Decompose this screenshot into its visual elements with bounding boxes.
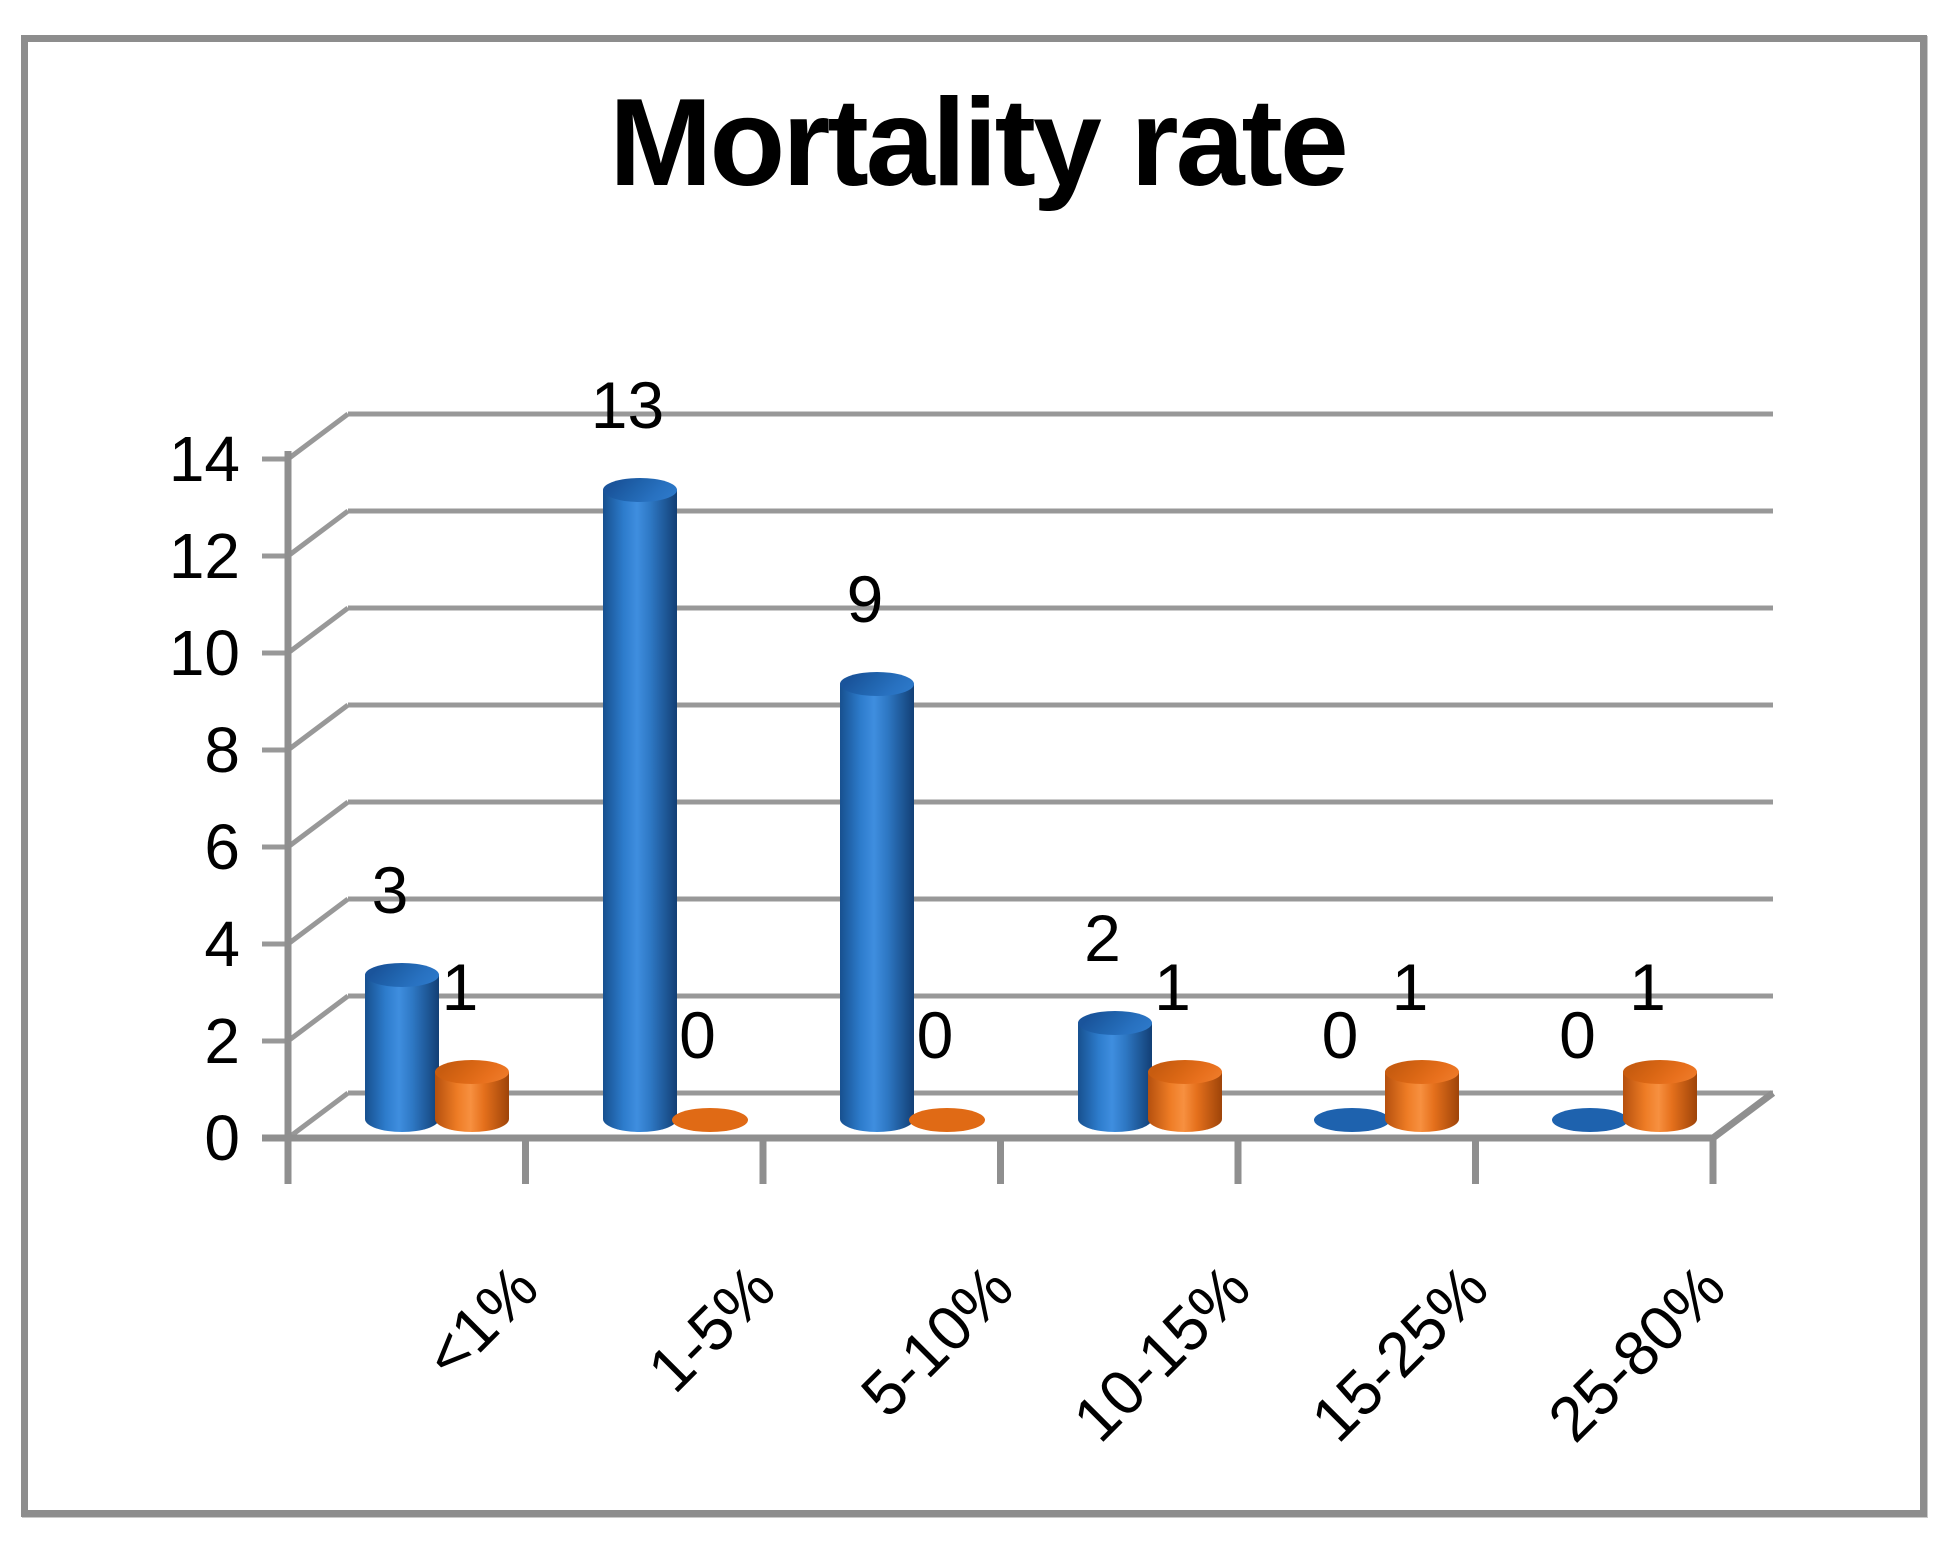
bar-cap-orange-series-0	[435, 1059, 509, 1084]
data-label-blue-series-1: 13	[590, 367, 665, 442]
data-label-blue-series-4: 0	[1321, 998, 1359, 1072]
y-tick-label: 2	[204, 1005, 240, 1077]
bar-zero-blue-series-5	[1551, 1108, 1628, 1132]
bar-cap-blue-series-3	[1077, 1011, 1152, 1035]
bar-blue-series-3	[1077, 1023, 1152, 1132]
y-tick-label: 6	[204, 811, 240, 883]
y-tick-label: 12	[168, 520, 240, 592]
data-label-orange-series-1: 0	[679, 998, 716, 1072]
bar-cap-blue-series-1	[602, 477, 677, 502]
data-label-blue-series-0: 3	[371, 852, 409, 927]
data-label-blue-series-5: 0	[1559, 998, 1596, 1072]
bar-blue-series-2	[840, 683, 914, 1132]
data-label-orange-series-5: 1	[1629, 949, 1666, 1024]
bar-zero-orange-series-1	[671, 1108, 748, 1132]
bar-cap-orange-series-3	[1147, 1059, 1222, 1084]
y-tick-label: 10	[168, 617, 240, 689]
bar-cap-orange-series-4	[1385, 1059, 1459, 1084]
bar-blue-series-0	[365, 974, 439, 1132]
y-tick-label: 14	[168, 423, 240, 495]
bar-cap-blue-series-0	[365, 962, 439, 987]
bar-zero-blue-series-4	[1314, 1108, 1390, 1132]
data-label-blue-series-3: 2	[1084, 901, 1121, 975]
data-label-blue-series-2: 9	[846, 561, 884, 636]
bar-cap-orange-series-5	[1622, 1059, 1697, 1084]
y-tick-label: 0	[204, 1102, 240, 1174]
y-tick-label: 4	[204, 908, 240, 980]
bar-zero-orange-series-2	[909, 1108, 985, 1132]
chart-title: Mortality rate	[609, 74, 1349, 212]
bar-blue-series-1	[602, 489, 677, 1132]
data-label-orange-series-4: 1	[1391, 949, 1429, 1024]
chart-border-frame	[21, 35, 1927, 1517]
bar-cap-blue-series-2	[840, 671, 914, 696]
data-label-orange-series-2: 0	[916, 998, 954, 1072]
y-tick-label: 8	[204, 714, 240, 786]
data-label-orange-series-3: 1	[1154, 949, 1191, 1024]
data-label-orange-series-0: 1	[441, 949, 479, 1024]
